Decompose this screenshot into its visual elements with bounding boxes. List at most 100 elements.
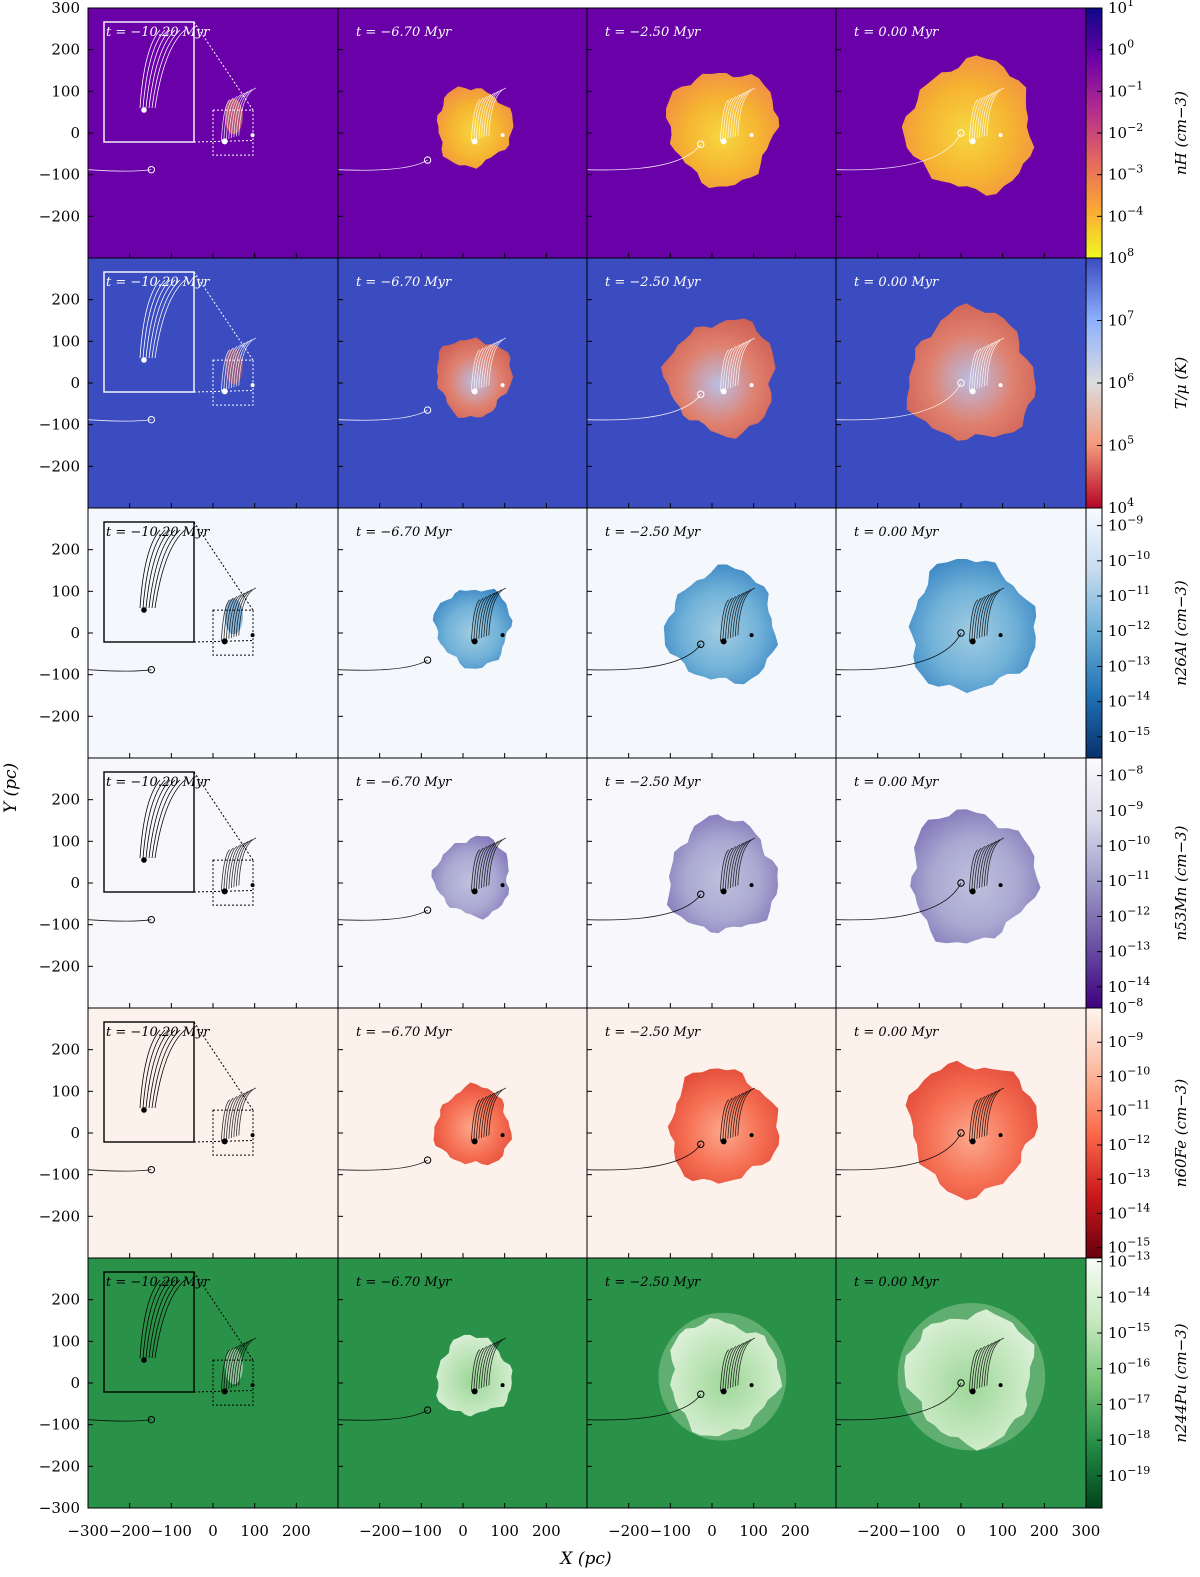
sun-trajectory	[836, 1132, 962, 1171]
colorbar-tick-label: 105	[1108, 434, 1134, 455]
panel-r2-c2: t = −6.70 Myr	[337, 257, 589, 509]
trajectory-line	[485, 839, 503, 887]
panel-background	[88, 8, 338, 258]
y-tick-label: −100	[39, 1416, 80, 1434]
colorbar-tick-label: 10−12	[1108, 1133, 1150, 1154]
trajectory-line	[986, 337, 1005, 386]
star-marker	[749, 383, 754, 388]
trajectory-line	[233, 1090, 249, 1138]
trajectory-line	[727, 1094, 741, 1139]
trajectory-line	[719, 349, 729, 392]
inset-connector	[193, 521, 254, 611]
trajectory-line	[968, 99, 978, 142]
trajectory-line	[475, 96, 488, 140]
inset-marker	[141, 857, 147, 863]
x-tick-label: 100	[988, 1522, 1017, 1540]
x-tick-label: 100	[240, 1522, 269, 1540]
y-tick-label: −200	[39, 957, 80, 975]
colorbar-tick-label: 10−15	[1108, 725, 1150, 746]
trajectory-line	[719, 99, 729, 142]
trajectory-line	[478, 94, 492, 139]
trajectory-line	[981, 90, 997, 138]
y-tick-label: 0	[70, 374, 80, 392]
panel-r1-c4: t = 0.00 Myr	[835, 7, 1087, 259]
panel-background	[88, 758, 338, 1008]
colorbar-tick-label: 10−18	[1108, 1428, 1150, 1449]
trajectory-line	[973, 596, 986, 640]
trajectory-line	[722, 97, 733, 141]
trajectory-line	[729, 92, 744, 139]
colorbar-tick-label: 10−14	[1108, 1201, 1150, 1222]
trajectory-line	[230, 592, 245, 639]
time-label: t = −6.70 Myr	[356, 775, 452, 790]
trajectory-line	[228, 594, 242, 639]
panel-r1-c2: t = −6.70 Myr	[337, 7, 589, 259]
trajectory-line	[729, 1092, 744, 1139]
inset-source-box	[212, 1359, 254, 1406]
trajectory-line	[480, 342, 495, 389]
inset-trajectory	[151, 279, 181, 359]
trajectory-line	[473, 97, 484, 141]
colorbar-tick-label: 10−8	[1108, 996, 1143, 1017]
x-tick-label: 100	[739, 1522, 768, 1540]
colorbar-label: T/μ (K)	[1172, 357, 1190, 410]
colorbar-tick-label: 100	[1108, 38, 1134, 59]
trajectory-line	[478, 1094, 492, 1139]
inset-trajectory	[148, 1029, 176, 1109]
star-cluster-marker	[221, 138, 228, 145]
panel-r3-c1: t = −10.20 Myr	[87, 507, 339, 759]
trajectory-line	[230, 842, 245, 889]
panel-r5-c3: t = −2.50 Myr	[586, 1007, 838, 1259]
trajectory-line	[724, 96, 737, 140]
inset-box	[103, 21, 195, 143]
inset-trajectory	[151, 529, 181, 609]
x-tick-label: −100	[899, 1522, 940, 1540]
sun-marker	[697, 140, 705, 148]
trajectory-line	[483, 840, 499, 888]
trajectory-line	[983, 1339, 1001, 1387]
inset-source-box	[212, 609, 254, 656]
sun-marker	[147, 665, 156, 674]
y-tick-label: −200	[39, 207, 80, 225]
sun-marker	[423, 156, 432, 164]
time-label: t = −2.50 Myr	[605, 775, 701, 790]
trajectory-line	[981, 840, 997, 888]
star-cluster-marker	[969, 1138, 976, 1145]
trajectory-line	[732, 1090, 748, 1138]
trajectory-line	[238, 587, 257, 636]
trajectory-line	[233, 590, 249, 638]
colorbar-tick-label: 10−19	[1108, 1464, 1150, 1485]
sun-trajectory	[338, 909, 428, 921]
trajectory-line	[475, 1345, 488, 1390]
trajectory-line	[983, 339, 1001, 387]
colorbar-tick-label: 10−9	[1108, 799, 1143, 820]
star-marker	[998, 1133, 1003, 1138]
panel-r2-c4: t = 0.00 Myr	[835, 257, 1087, 509]
sun-marker	[147, 415, 156, 424]
trajectory-line	[480, 1342, 495, 1389]
trajectory-line	[724, 596, 737, 640]
x-tick-label: −100	[650, 1522, 691, 1540]
sun-marker	[147, 165, 156, 174]
trajectory-line	[727, 94, 741, 139]
trajectory-line	[228, 344, 242, 389]
trajectory-line	[734, 1339, 752, 1387]
colorbar-tick-label: 10−17	[1108, 1392, 1150, 1413]
trajectory-line	[971, 347, 982, 391]
star-cluster-marker	[471, 888, 478, 895]
trajectory-line	[737, 587, 756, 636]
colorbar-tick-label: 107	[1108, 309, 1134, 330]
sun-marker	[697, 1390, 705, 1398]
x-tick-label: −200	[608, 1522, 649, 1540]
inset-trajectory	[145, 1029, 171, 1109]
sun-trajectory	[587, 394, 702, 421]
panel-r6-c2: t = −6.70 Myr	[337, 1257, 589, 1509]
trajectory-line	[233, 340, 249, 388]
panel-r4-c4: t = 0.00 Myr	[835, 757, 1087, 1009]
colorbar-tick-label: 10−10	[1108, 1064, 1150, 1085]
trajectory-line	[968, 1349, 978, 1392]
trajectory-line	[480, 842, 495, 889]
trajectory-line	[228, 1344, 242, 1389]
colorbar-tick-label: 10−15	[1108, 1236, 1150, 1257]
inset-trajectory	[151, 779, 181, 859]
